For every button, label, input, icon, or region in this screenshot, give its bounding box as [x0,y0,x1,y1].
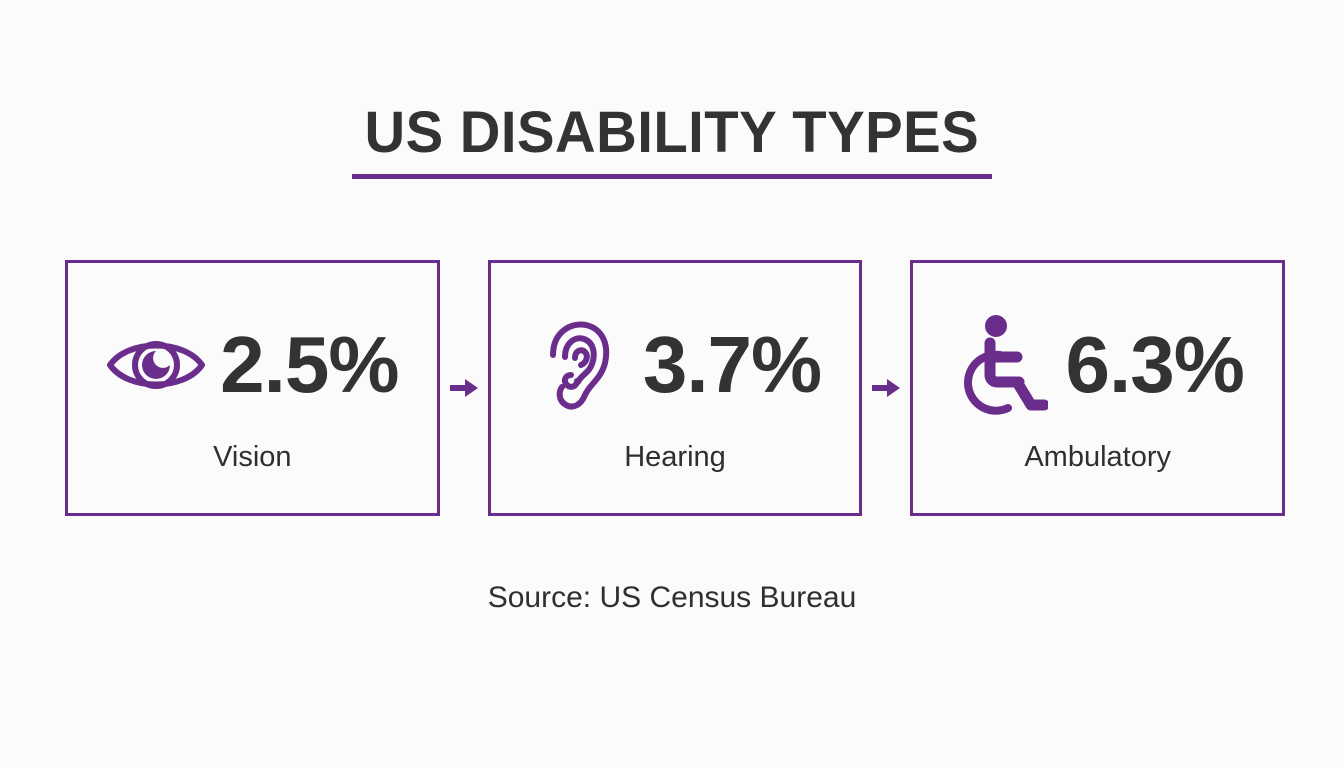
stat-card-vision-content: 2.5% [68,315,437,415]
page-title: US DISABILITY TYPES [364,100,980,165]
wheelchair-icon [952,315,1052,415]
stats-row: 2.5% Vision [65,260,1286,516]
stat-value-vision: 2.5% [220,320,399,409]
source-caption: Source: US Census Bureau [487,581,857,614]
eye-icon [106,315,206,415]
stat-card-hearing-content: 3.7% [491,315,860,415]
stat-label-ambulatory: Ambulatory [1024,441,1172,473]
ear-icon [529,315,629,415]
stat-value-hearing: 3.7% [642,320,822,409]
stat-card-ambulatory-content: 6.3% [913,315,1282,415]
stat-value-ambulatory: 6.3% [1065,320,1245,409]
connector-1 [440,260,488,516]
stat-label-vision: Vision [213,441,292,473]
title-block: US DISABILITY TYPES [0,104,1344,179]
title-underline [352,174,992,179]
stat-card-vision: 2.5% Vision [65,260,440,516]
arrow-right-icon [449,376,479,400]
stat-card-hearing: 3.7% Hearing [487,260,863,516]
connector-2 [862,260,910,516]
stat-label-hearing: Hearing [624,441,726,473]
arrow-right-icon [871,376,901,400]
stat-card-ambulatory: 6.3% Ambulatory [910,260,1286,516]
